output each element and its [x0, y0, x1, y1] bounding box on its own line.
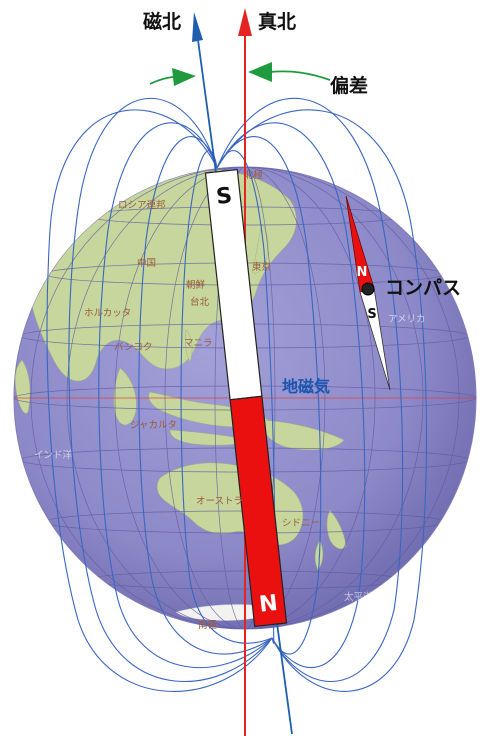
map-label: ホルカッタ: [84, 308, 131, 319]
map-label: 台北: [190, 296, 210, 308]
geomagnetism-label: 地磁気: [282, 377, 330, 396]
compass-north-letter: N: [357, 265, 368, 280]
bar-magnet-north-pole: N: [258, 591, 279, 618]
true-north-arrowhead: [238, 8, 252, 36]
compass-south-letter: S: [367, 307, 376, 322]
compass-label: コンパス: [385, 277, 461, 299]
map-label: オーストラ: [196, 496, 243, 507]
map-label: ジャカルタ: [130, 420, 177, 431]
map-label: 朝鮮: [186, 279, 206, 291]
map-label: 北極: [244, 169, 264, 181]
map-label-faint: 太平洋: [344, 591, 373, 603]
bar-magnet: S N: [204, 168, 288, 628]
map-label-faint: アメリカ: [388, 314, 426, 325]
map-label: 東京: [252, 261, 271, 273]
compass-pivot: [361, 282, 375, 296]
map-label-faint: インド洋: [34, 449, 73, 461]
map-label: ロシア連邦: [118, 199, 166, 211]
map-label: シドニー: [282, 518, 320, 529]
magnetic-north-label: 磁北: [143, 10, 181, 33]
map-label: マニラ: [184, 338, 213, 349]
map-labels: 北極 ロシア連邦 中国 東京 朝鮮 台北 ホルカッタ バンコク マニラ ジャカル…: [34, 169, 426, 631]
magnetic-field-lines: [46, 97, 428, 692]
true-north-label: 真北: [258, 10, 296, 33]
map-label: バンコク: [114, 342, 152, 353]
bar-magnet-south-pole: S: [215, 183, 233, 210]
bar-magnet-north-half: [229, 395, 288, 628]
declination-arc: [149, 62, 331, 86]
compass-needle: N S: [345, 195, 391, 391]
magnetic-north-arrowhead: [192, 12, 203, 42]
map-label: 南極: [198, 619, 218, 631]
declination-label: 偏差: [330, 74, 368, 97]
map-label: 中国: [137, 257, 156, 269]
